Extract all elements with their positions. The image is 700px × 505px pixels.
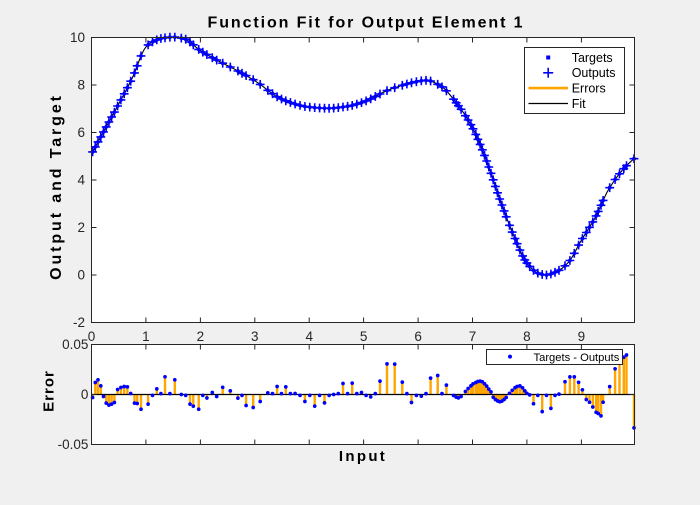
svg-text:1: 1 [142,329,150,344]
svg-text:8: 8 [523,329,531,344]
svg-text:3: 3 [251,329,259,344]
svg-text:Errors: Errors [572,81,606,95]
svg-text:4: 4 [305,329,313,344]
svg-text:2: 2 [77,220,85,235]
svg-text:0: 0 [88,329,96,344]
svg-text:2: 2 [197,329,205,344]
svg-text:Output and Target: Output and Target [48,93,65,280]
svg-text:10: 10 [70,30,85,45]
svg-text:-2: -2 [73,315,85,330]
svg-text:Error: Error [41,370,58,412]
svg-text:Outputs: Outputs [572,66,616,80]
svg-text:6: 6 [77,125,85,140]
svg-text:7: 7 [469,329,477,344]
svg-text:0: 0 [81,387,89,402]
svg-text:6: 6 [414,329,422,344]
svg-text:0: 0 [77,268,85,283]
svg-text:4: 4 [77,173,85,188]
svg-text:5: 5 [360,329,368,344]
svg-text:Targets: Targets [572,51,613,65]
svg-text:Function Fit for Output Elemen: Function Fit for Output Element 1 [208,15,525,32]
svg-text:Input: Input [339,448,387,465]
svg-text:8: 8 [77,78,85,93]
svg-text:Targets - Outputs: Targets - Outputs [534,352,620,364]
svg-text:9: 9 [578,329,586,344]
svg-text:Fit: Fit [572,97,586,111]
svg-text:-0.05: -0.05 [58,437,89,452]
svg-text:0.05: 0.05 [62,337,88,352]
